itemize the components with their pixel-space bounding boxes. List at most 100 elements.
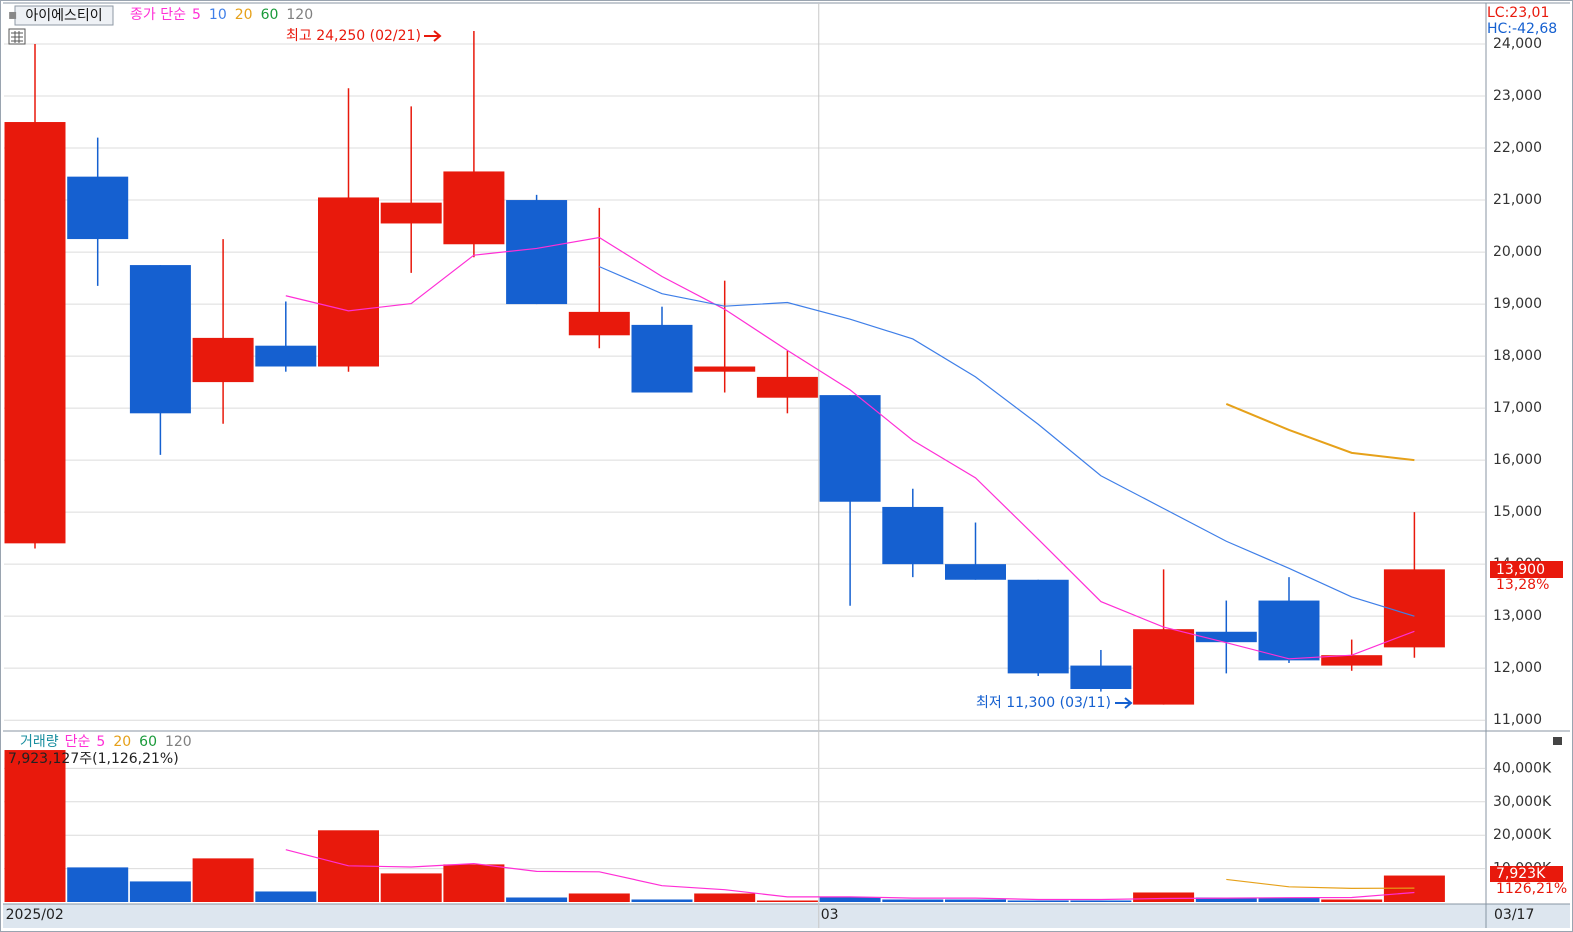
legend-entry: 120 [165, 734, 192, 750]
candle-body [255, 345, 317, 367]
candle-body [67, 176, 129, 240]
candle-body [380, 202, 442, 224]
volume-bar [443, 864, 505, 902]
legend-title: 종가 단순 [130, 7, 186, 23]
x-tick-label: 03 [821, 907, 839, 923]
low-arrow [1115, 697, 1133, 709]
x-tick-label: 2025/02 [6, 907, 64, 923]
x-axis-strip [3, 904, 1570, 928]
y-tick-label: 19,000 [1493, 296, 1542, 312]
hc-label: HC:-42,68 [1487, 21, 1557, 37]
moving-average-line [1225, 403, 1415, 462]
moving-average-line [285, 236, 1415, 660]
last-price-label: 13,900 [1496, 562, 1545, 578]
volume-bar [506, 897, 568, 902]
moving-average-line [285, 849, 1415, 901]
candle-body [4, 122, 66, 544]
volume-bar [882, 899, 944, 902]
volume-bar [819, 897, 881, 902]
candle-body [756, 376, 818, 398]
candle-body [506, 200, 568, 305]
last-price-box [1490, 561, 1563, 578]
candle-body [129, 265, 191, 414]
last-volume-label: 7,923K [1496, 866, 1546, 882]
stock-name: 아이에스티이 [25, 8, 102, 24]
volume-bar [129, 881, 191, 902]
candle-body [1258, 600, 1320, 661]
last-change-label: 13,28% [1496, 577, 1549, 593]
y-tick-label: 24,000 [1493, 36, 1542, 52]
legend-entry: 60 [261, 7, 279, 23]
candle-body [694, 366, 756, 372]
volume-bar [568, 893, 630, 902]
y-tick-label: 40,000K [1493, 760, 1552, 776]
volume-bar [1195, 897, 1257, 902]
moving-average-line [1226, 878, 1415, 890]
candle-body [1383, 569, 1445, 648]
stock-button[interactable] [14, 5, 114, 26]
legend-title: 거래량 [20, 734, 59, 750]
last-ratio-label: 1126,21% [1496, 881, 1567, 897]
volume-bar [67, 867, 129, 902]
candle-body [882, 506, 944, 565]
candle-body [318, 197, 379, 367]
volume-bar [1258, 897, 1320, 902]
volume-bar [1321, 899, 1383, 902]
volume-bar [694, 893, 756, 902]
y-tick-label: 20,000K [1493, 827, 1552, 843]
volume-bar [4, 750, 66, 902]
candle-body [1070, 665, 1132, 689]
plot: 11,00012,00013,00014,00015,00016,00017,0… [4, 3, 1552, 928]
candle-body [631, 324, 693, 393]
volume-bar [192, 858, 254, 902]
candle-body [192, 337, 254, 383]
low-annotation: 최저 11,300 (03/11) [976, 695, 1111, 711]
y-tick-label: 21,000 [1493, 192, 1542, 208]
candle-body [1007, 579, 1069, 674]
y-tick-label: 17,000 [1493, 400, 1542, 416]
table-icon-lines [11, 31, 23, 43]
candle-body [1321, 655, 1383, 666]
y-tick-label: 15,000 [1493, 504, 1542, 520]
volume-bar [1133, 892, 1195, 902]
moving-average-line [599, 266, 1415, 617]
panel-button[interactable] [1553, 737, 1562, 745]
y-tick-label: 20,000 [1493, 244, 1542, 260]
volume-bar [631, 899, 693, 902]
legend-entry: 20 [235, 7, 253, 23]
high-arrow [424, 30, 442, 42]
candle-body [1195, 631, 1257, 643]
y-tick-label: 18,000 [1493, 348, 1542, 364]
legend-entry: 120 [286, 7, 313, 23]
candle-body [443, 171, 505, 245]
volume-bar [756, 900, 818, 902]
legend-subtitle: 단순 [65, 734, 91, 750]
legend-marker: ▪ [8, 7, 18, 23]
y-tick-label: 13,000 [1493, 608, 1542, 624]
volume-bar [1007, 900, 1069, 902]
y-tick-label: 12,000 [1493, 660, 1542, 676]
y-tick-label: 30,000K [1493, 794, 1552, 810]
y-tick-label: 22,000 [1493, 140, 1542, 156]
legend-entry: 5 [192, 7, 201, 23]
volume-info: 7,923,127주(1,126,21%) [8, 751, 179, 767]
candle-body [1133, 629, 1195, 705]
y-tick-label: 16,000 [1493, 452, 1542, 468]
legend-entry: 60 [139, 734, 157, 750]
lc-label: LC:23,01 [1487, 5, 1549, 21]
legend-entry: 5 [96, 734, 105, 750]
high-annotation: 최고 24,250 (02/21) [286, 28, 421, 44]
legend-entry: 10 [209, 7, 227, 23]
volume-bar [1070, 900, 1132, 902]
volume-bar [255, 891, 317, 902]
candle-body [819, 395, 881, 502]
last-date: 03/17 [1494, 907, 1534, 923]
legend-entry: 20 [113, 734, 131, 750]
volume-bar [380, 873, 442, 902]
y-tick-label: 11,000 [1493, 712, 1542, 728]
volume-bar [945, 899, 1006, 902]
candle-body [945, 564, 1006, 580]
